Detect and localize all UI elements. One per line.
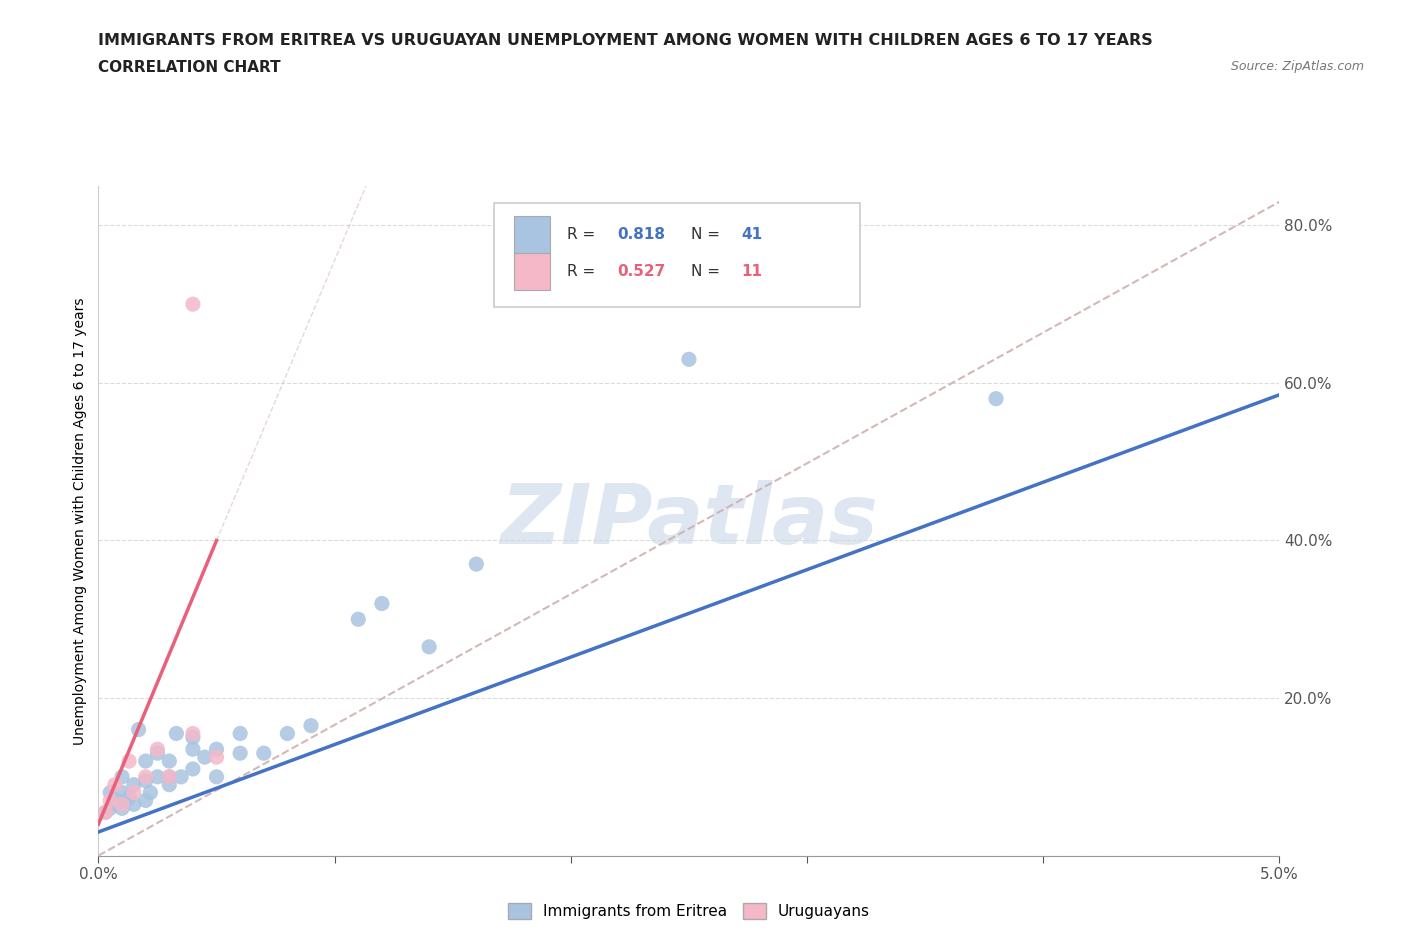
Point bbox=[418, 640, 440, 655]
Point bbox=[104, 777, 127, 792]
Text: R =: R = bbox=[567, 264, 600, 279]
Point bbox=[347, 612, 370, 627]
Point bbox=[157, 769, 180, 784]
Point bbox=[122, 797, 145, 812]
Point bbox=[104, 797, 127, 812]
Point bbox=[276, 726, 298, 741]
Text: N =: N = bbox=[692, 227, 725, 242]
Point bbox=[135, 774, 157, 789]
Point bbox=[181, 742, 204, 757]
Point bbox=[111, 797, 134, 812]
Y-axis label: Unemployment Among Women with Children Ages 6 to 17 years: Unemployment Among Women with Children A… bbox=[73, 297, 87, 745]
Text: 41: 41 bbox=[741, 227, 762, 242]
Point bbox=[135, 769, 157, 784]
FancyBboxPatch shape bbox=[515, 216, 550, 253]
Point bbox=[122, 785, 145, 800]
Text: R =: R = bbox=[567, 227, 600, 242]
Point bbox=[94, 804, 117, 819]
Point bbox=[146, 742, 169, 757]
FancyBboxPatch shape bbox=[515, 253, 550, 290]
Text: 0.527: 0.527 bbox=[617, 264, 665, 279]
Point bbox=[135, 793, 157, 808]
Point bbox=[170, 769, 193, 784]
Point bbox=[371, 596, 394, 611]
Point bbox=[299, 718, 322, 733]
Text: ZIPatlas: ZIPatlas bbox=[501, 480, 877, 562]
Point bbox=[94, 804, 117, 819]
Point bbox=[118, 753, 141, 768]
Point bbox=[181, 297, 204, 312]
Point bbox=[465, 557, 488, 572]
Point bbox=[111, 801, 134, 816]
Text: Source: ZipAtlas.com: Source: ZipAtlas.com bbox=[1230, 60, 1364, 73]
Point bbox=[165, 726, 187, 741]
Point bbox=[111, 769, 134, 784]
Point bbox=[105, 793, 128, 808]
Point bbox=[678, 352, 700, 366]
Point bbox=[181, 730, 204, 745]
Point bbox=[181, 762, 204, 777]
Point bbox=[146, 746, 169, 761]
Point bbox=[205, 769, 228, 784]
Text: CORRELATION CHART: CORRELATION CHART bbox=[98, 60, 281, 75]
Point bbox=[139, 785, 162, 800]
Point bbox=[146, 769, 169, 784]
Text: IMMIGRANTS FROM ERITREA VS URUGUAYAN UNEMPLOYMENT AMONG WOMEN WITH CHILDREN AGES: IMMIGRANTS FROM ERITREA VS URUGUAYAN UNE… bbox=[98, 33, 1153, 47]
FancyBboxPatch shape bbox=[494, 203, 860, 307]
Legend: Immigrants from Eritrea, Uruguayans: Immigrants from Eritrea, Uruguayans bbox=[502, 897, 876, 925]
Point bbox=[157, 769, 180, 784]
Point bbox=[984, 392, 1007, 406]
Point bbox=[98, 793, 121, 808]
Point bbox=[157, 777, 180, 792]
Point bbox=[181, 726, 204, 741]
Point bbox=[98, 785, 121, 800]
Text: 0.818: 0.818 bbox=[617, 227, 665, 242]
Point bbox=[111, 785, 134, 800]
Point bbox=[135, 753, 157, 768]
Point bbox=[229, 746, 252, 761]
Point bbox=[122, 777, 145, 792]
Text: 11: 11 bbox=[741, 264, 762, 279]
Point bbox=[205, 742, 228, 757]
Point bbox=[205, 750, 228, 764]
Point bbox=[98, 801, 121, 816]
Point bbox=[194, 750, 217, 764]
Point bbox=[118, 789, 141, 804]
Point bbox=[157, 753, 180, 768]
Text: N =: N = bbox=[692, 264, 725, 279]
Point bbox=[128, 722, 150, 737]
Point bbox=[229, 726, 252, 741]
Point bbox=[253, 746, 276, 761]
Point bbox=[115, 793, 138, 808]
